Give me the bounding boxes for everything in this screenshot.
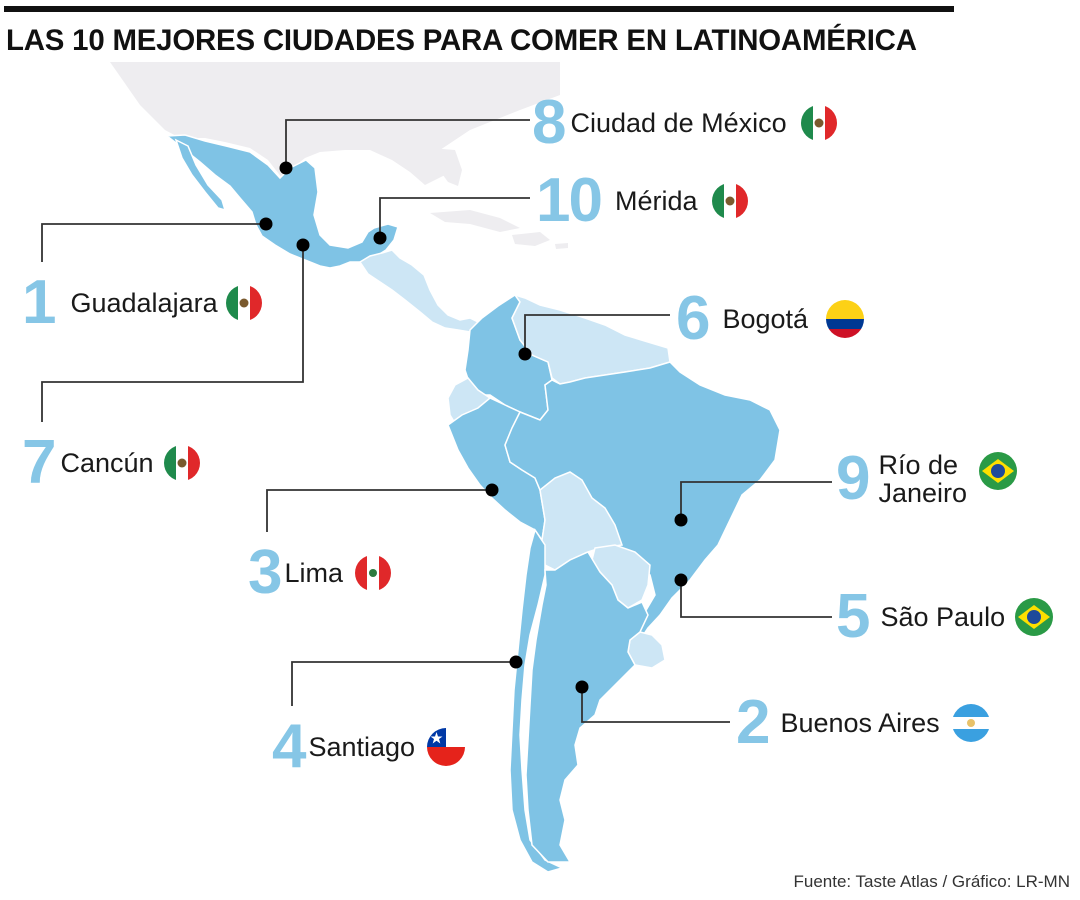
leader-line-9 (680, 481, 832, 520)
page-title: LAS 10 MEJORES CIUDADES PARA COMER EN LA… (6, 24, 917, 57)
marker-bogota (518, 347, 532, 361)
city-label-merida: 10 Mérida (536, 170, 748, 232)
source-credit: Fuente: Taste Atlas / Gráfico: LR-MN (793, 872, 1070, 891)
mexico-flag-icon (163, 445, 200, 481)
city-name-line2: Janeiro (878, 478, 968, 508)
rank-number: 2 (736, 688, 771, 757)
rank-number: 9 (836, 444, 871, 513)
colombia-flag-icon (826, 300, 865, 338)
chile-country (509, 528, 565, 873)
city-label-guadalajara: 1 Guadalajara (22, 272, 262, 334)
mexico-flag-icon (711, 183, 748, 219)
leader-line-8 (285, 119, 530, 168)
rank-number: 6 (676, 284, 711, 353)
argentina-country (525, 551, 649, 863)
marker-ciudad-de-mexico (279, 161, 293, 175)
usa-landmass (110, 62, 560, 185)
baja-california (174, 138, 227, 212)
brazil-flag-icon (1015, 598, 1054, 636)
city-label-santiago: 4 Santiago (272, 712, 466, 781)
hispaniola-landmass (512, 232, 550, 246)
marker-guadalajara (259, 217, 273, 231)
marker-santiago (509, 655, 523, 669)
cuba-landmass (430, 210, 520, 232)
city-label-rio-de-janeiro: 9 Río de Janeiro (836, 444, 1018, 513)
city-name: Santiago (308, 731, 416, 762)
rank-number: 1 (22, 268, 57, 337)
leader-line-7 (41, 245, 304, 422)
city-name: Ciudad de México (570, 107, 787, 138)
rank-number: 4 (272, 712, 307, 781)
marker-rio-de-janeiro (674, 513, 688, 527)
marker-lima (485, 483, 499, 497)
argentina-flag-icon (951, 704, 990, 742)
brazil-flag-icon (979, 452, 1018, 490)
mexico-flag-icon (800, 105, 837, 141)
city-name: Mérida (614, 185, 698, 216)
city-markers (259, 161, 688, 694)
marker-cancun (296, 238, 310, 252)
city-name: Cancún (60, 447, 154, 478)
city-label-bogota: 6 Bogotá (676, 284, 865, 353)
rank-number: 8 (532, 88, 567, 157)
leader-line-2 (581, 687, 730, 723)
city-name: São Paulo (880, 601, 1006, 632)
leader-lines (41, 119, 832, 723)
city-label-lima: 3 Lima (248, 538, 392, 607)
central-america (358, 249, 480, 333)
city-label-buenos-aires: 2 Buenos Aires (736, 692, 990, 754)
leader-line-4 (291, 661, 516, 706)
city-name: Lima (284, 557, 344, 588)
leader-line-6 (524, 314, 670, 354)
peru-flag-icon (355, 555, 392, 591)
marker-merida (373, 231, 387, 245)
city-name-line1: Río de (878, 449, 959, 480)
mexico-flag-icon (225, 285, 262, 321)
city-label-sao-paulo: 5 São Paulo (836, 582, 1054, 651)
rank-number: 7 (22, 428, 57, 497)
leader-line-3 (266, 489, 492, 532)
rank-number: 10 (536, 166, 603, 235)
city-name: Guadalajara (70, 287, 218, 318)
leader-line-1 (41, 223, 266, 262)
city-label-ciudad-de-mexico: 8 Ciudad de México (532, 92, 837, 154)
city-name: Río de Janeiro (878, 449, 968, 508)
puerto-rico-landmass (555, 243, 568, 249)
florida-landmass (430, 148, 462, 186)
rank-number: 5 (836, 582, 871, 651)
city-name: Bogotá (722, 303, 809, 334)
marker-sao-paulo (674, 573, 688, 587)
leader-line-10 (379, 197, 530, 238)
leader-line-5 (680, 580, 832, 618)
city-label-cancun: 7 Cancún (22, 432, 200, 494)
chile-flag-icon (427, 728, 466, 766)
city-name: Buenos Aires (780, 707, 940, 738)
rank-number: 3 (248, 538, 283, 607)
title-rule (4, 6, 954, 12)
marker-buenos-aires (575, 680, 589, 694)
